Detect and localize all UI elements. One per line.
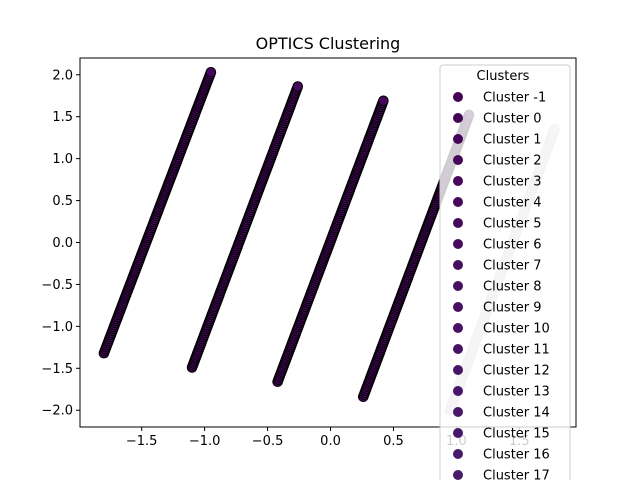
x-tick-label: −1.5 — [126, 434, 158, 449]
legend-marker — [453, 218, 463, 228]
scatter-point — [205, 66, 217, 78]
chart-title: OPTICS Clustering — [256, 34, 401, 53]
y-tick-label: −0.5 — [41, 278, 73, 293]
legend-marker — [453, 470, 463, 480]
legend-marker — [453, 344, 463, 354]
legend-label: Cluster 17 — [483, 469, 550, 480]
legend-marker — [453, 113, 463, 123]
legend-label: Cluster 4 — [483, 196, 542, 211]
legend-marker — [453, 407, 463, 417]
scatter-point — [378, 95, 389, 107]
legend-marker — [453, 281, 463, 291]
scatter-series-2 — [272, 95, 389, 388]
legend-label: Cluster 11 — [483, 343, 550, 358]
legend-marker — [453, 428, 463, 438]
legend-items: Cluster -1 Cluster 0 Cluster 1 Cluster 2 Clu… — [453, 91, 550, 480]
legend-marker — [453, 323, 463, 333]
legend-label: Cluster 2 — [483, 154, 542, 169]
legend-label: Cluster 0 — [483, 112, 542, 127]
legend-marker — [453, 134, 463, 144]
y-tick-label: −2.0 — [41, 404, 73, 419]
scatter-series-layer — [98, 66, 560, 416]
x-tick-label: −0.5 — [252, 434, 284, 449]
legend-label: Cluster 14 — [483, 406, 550, 421]
legend-label: Cluster 13 — [483, 385, 550, 400]
legend-label: Cluster 3 — [483, 175, 542, 190]
legend-marker — [453, 197, 463, 207]
x-tick-label: −1.0 — [189, 434, 221, 449]
legend-marker — [453, 449, 463, 459]
y-axis: −2.0 −1.5 −1.0 −0.5 0.0 0.5 1.0 1.5 2.0 — [41, 68, 80, 419]
x-tick-label: 0.0 — [320, 434, 341, 449]
legend-marker — [453, 155, 463, 165]
scatter-series-1 — [186, 81, 304, 373]
scatter-series-0 — [98, 66, 217, 359]
legend-marker — [453, 239, 463, 249]
legend-label: Cluster 8 — [483, 280, 542, 295]
scatter-point — [292, 81, 304, 92]
legend-marker — [453, 386, 463, 396]
y-tick-label: 1.0 — [52, 152, 73, 167]
legend-marker — [453, 92, 463, 102]
legend-label: Cluster 12 — [483, 364, 550, 379]
legend-title: Clusters — [477, 69, 530, 84]
legend-marker — [453, 302, 463, 312]
y-tick-label: 0.5 — [52, 194, 73, 209]
legend-marker — [453, 260, 463, 270]
x-tick-label: 0.5 — [383, 434, 404, 449]
legend-box — [439, 64, 571, 480]
legend-label: Cluster 6 — [483, 238, 542, 253]
legend-label: Cluster 15 — [483, 427, 550, 442]
legend-label: Cluster 16 — [483, 448, 550, 463]
y-tick-label: −1.0 — [41, 320, 73, 335]
y-tick-label: 1.5 — [52, 110, 73, 125]
y-tick-label: 0.0 — [52, 236, 73, 251]
legend-label: Cluster 10 — [483, 322, 550, 337]
legend-label: Cluster 5 — [483, 217, 542, 232]
legend-marker — [453, 176, 463, 186]
y-tick-label: −1.5 — [41, 362, 73, 377]
y-tick-label: 2.0 — [52, 68, 73, 83]
legend-label: Cluster 9 — [483, 301, 542, 316]
legend-label: Cluster 7 — [483, 259, 542, 274]
legend-label: Cluster 1 — [483, 133, 542, 148]
legend-marker — [453, 365, 463, 375]
legend-label: Cluster -1 — [483, 91, 546, 106]
